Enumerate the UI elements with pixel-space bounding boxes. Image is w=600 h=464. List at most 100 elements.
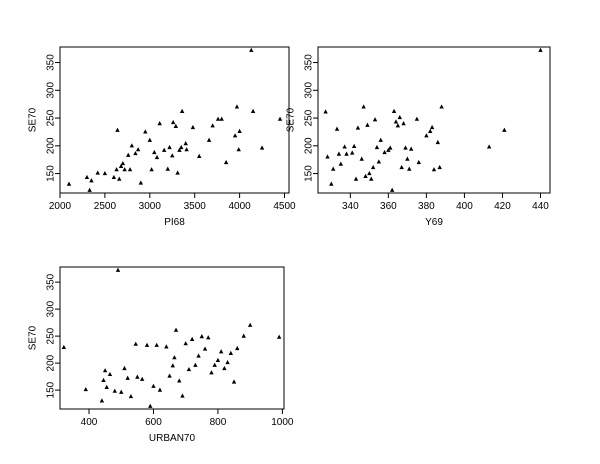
data-point [212,362,217,367]
y-axis-label: SE70 [28,107,39,132]
scatter-panel-3: 400 600 800 1000 150 200 250 300 350 URBAN70 SE70 [28,266,294,444]
x-tick-label: 3500 [184,201,207,212]
data-point [395,123,401,128]
data-point [342,144,347,149]
data-point [424,133,429,138]
data-point [405,156,410,161]
data-point [122,167,127,172]
data-point [361,104,366,109]
data-point [334,126,340,131]
data-point [502,127,507,132]
data-point [139,376,145,381]
data-point [215,357,221,363]
data-point [135,147,141,152]
data-point [250,108,256,113]
data-point [408,146,414,151]
data-point [374,144,380,150]
data-point [173,123,179,128]
data-point [403,145,408,150]
y-tick-label: 250 [46,109,57,126]
x-tick-label: 2500 [94,201,117,212]
data-point [353,176,359,181]
data-point [277,116,283,121]
y-tick-label: 150 [304,165,315,182]
data-point [414,116,420,121]
x-tick-label: 340 [342,201,359,212]
data-point [157,387,163,392]
data-point [170,153,175,158]
data-point [231,379,237,384]
x-tick-label: 4500 [273,201,296,212]
data-point [359,156,364,161]
data-point [177,147,182,152]
x-tick-label: 600 [145,417,162,428]
data-point [232,133,238,138]
data-point [107,371,113,377]
data-point [118,163,124,168]
data-point [199,334,205,339]
data-point [119,389,124,394]
x-tick-label: 380 [418,201,435,212]
data-point [259,145,265,150]
data-point [183,140,188,146]
data-point [135,374,140,379]
data-point [391,108,397,113]
data-point [367,170,372,176]
data-point [175,170,180,175]
x-axis-label: PI68 [164,217,185,228]
data-point [427,128,433,133]
data-point [117,176,122,181]
data-point [138,180,144,185]
data-point [486,144,492,149]
x-axis-label: Y69 [425,217,443,228]
data-point [66,181,72,186]
data-point [170,363,176,368]
x-tick-label: 800 [210,417,227,428]
data-point [228,350,234,355]
plot-frame [317,46,551,194]
data-point [355,125,361,130]
y-tick-label: 350 [304,54,315,71]
data-point [206,137,212,142]
data-point [61,344,67,350]
data-point [538,47,543,52]
data-point [236,147,241,152]
data-point [336,151,342,156]
data-point [180,393,185,398]
data-point [331,166,336,171]
data-point [235,345,240,351]
data-point [179,108,185,113]
data-point [276,334,282,339]
x-tick-label: 420 [494,201,511,212]
data-point [351,143,357,148]
data-point [102,368,108,373]
data-point [241,333,246,338]
data-point [114,167,119,172]
data-point [225,359,230,365]
data-point [167,144,172,150]
y-tick-label: 350 [46,54,57,71]
data-point [104,384,109,390]
data-point [344,151,349,156]
data-point [154,154,160,160]
data-point [125,375,130,380]
data-point [215,116,221,121]
data-point [179,144,184,150]
data-point [407,166,412,171]
y-axis-label: SE70 [286,107,297,132]
data-point [157,121,162,126]
x-tick-label: 360 [380,201,397,212]
data-point [165,166,170,171]
data-point [101,377,106,382]
y-tick-label: 200 [46,354,57,371]
y-tick-label: 300 [46,300,57,317]
y-tick-label: 350 [46,273,57,290]
data-point [89,178,94,183]
y-tick-label: 300 [46,82,57,99]
y-tick-label: 150 [46,165,57,182]
data-point [122,365,127,371]
data-point [234,104,240,109]
y-tick-label: 300 [304,82,315,99]
data-point [152,149,157,155]
data-point [193,362,198,367]
